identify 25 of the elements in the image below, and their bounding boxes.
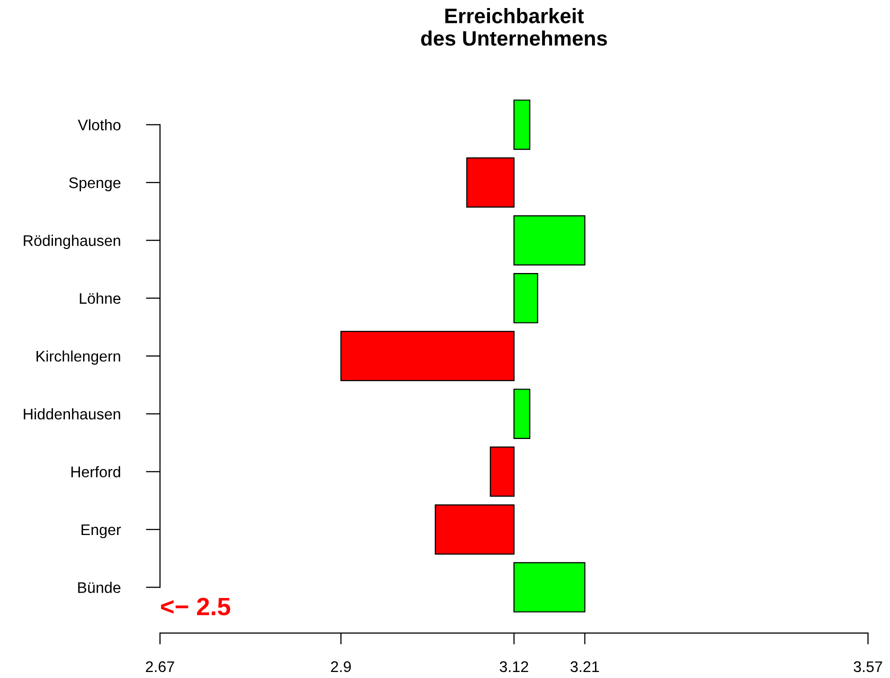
x-tick-label: 3.21 — [570, 661, 599, 672]
chart-title: Erreichbarkeit des Unternehmens — [421, 8, 607, 46]
y-tick-label: Hiddenhausen — [24, 408, 120, 420]
bar — [466, 157, 515, 208]
x-tick-label: 2.67 — [146, 661, 174, 672]
y-tick-label: Vlotho — [78, 119, 120, 130]
bar — [490, 446, 515, 497]
x-tick-label: 3.57 — [854, 661, 882, 672]
y-tick-label: Herford — [71, 466, 120, 478]
bar — [513, 388, 530, 439]
y-tick-label: Löhne — [80, 292, 120, 304]
bar — [513, 215, 586, 266]
bar — [513, 273, 538, 324]
bar — [513, 100, 530, 150]
bar — [513, 562, 586, 612]
y-tick-label: Rödinghausen — [24, 234, 120, 250]
bar — [434, 504, 515, 555]
y-tick-label: Spenge — [69, 177, 120, 192]
x-tick-label: 3.12 — [500, 661, 528, 672]
text: <− 2.5 — [161, 598, 230, 616]
y-tick-label: Kirchlengern — [36, 350, 120, 365]
y-tick-label: Enger — [82, 524, 121, 538]
bar — [340, 330, 515, 382]
y-tick-label: Bünde — [78, 582, 120, 593]
x-tick-label: 2.9 — [331, 661, 351, 672]
